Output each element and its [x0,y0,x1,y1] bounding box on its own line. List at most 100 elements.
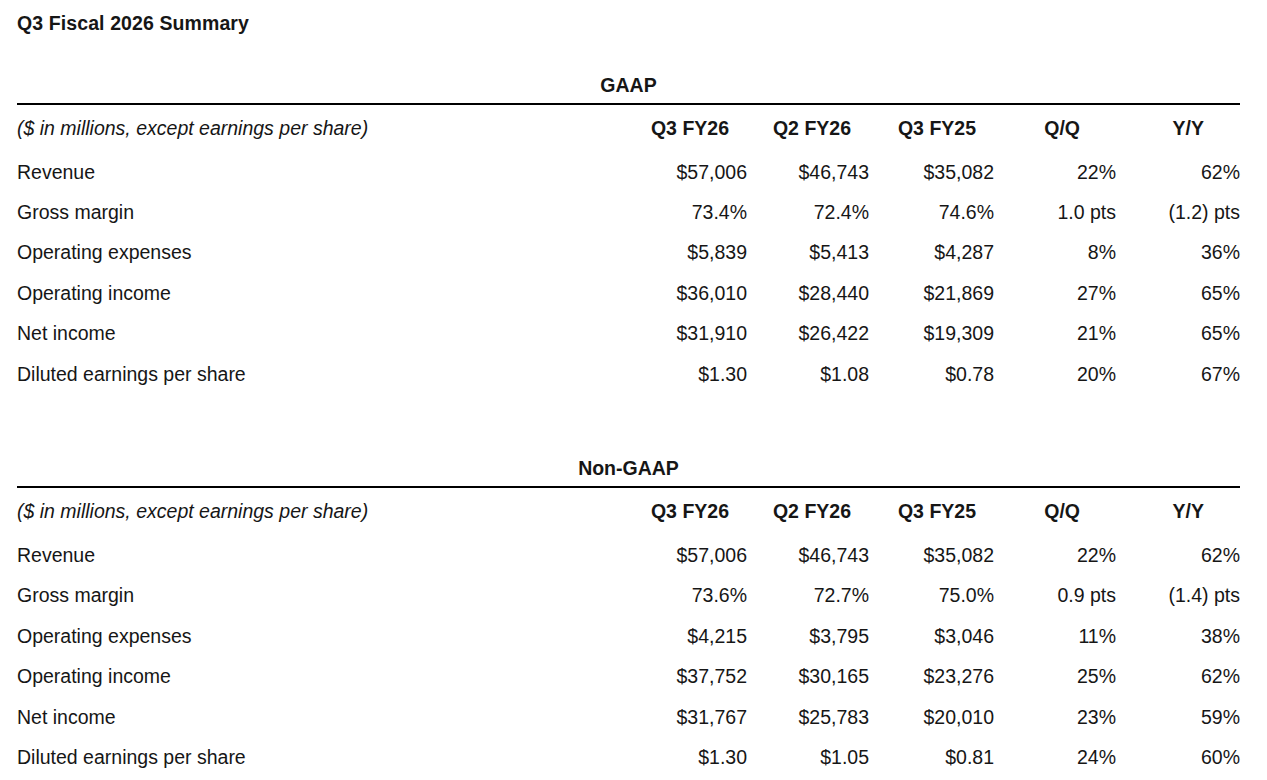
value-cell: $57,006 [567,535,747,575]
page-title: Q3 Fiscal 2026 Summary [17,12,1240,34]
non-gaap-section: Non-GAAP ($ in millions, except earnings… [17,458,1240,777]
value-cell: 59% [1116,697,1240,737]
table-row: Gross margin 73.6% 72.7% 75.0% 0.9 pts (… [17,576,1240,616]
non-gaap-header-row: ($ in millions, except earnings per shar… [17,487,1240,535]
value-cell: 1.0 pts [994,192,1116,232]
value-cell: 72.4% [747,192,869,232]
table-row: Diluted earnings per share $1.30 $1.05 $… [17,737,1240,777]
value-cell: $19,309 [869,314,994,354]
row-label: Revenue [17,152,567,192]
summary-page: Q3 Fiscal 2026 Summary GAAP ($ in millio… [0,0,1267,778]
col-header-qq: Q/Q [994,104,1116,152]
value-cell: $23,276 [869,657,994,697]
value-cell: 21% [994,314,1116,354]
value-cell: 8% [994,233,1116,273]
value-cell: $28,440 [747,273,869,313]
col-header-q2fy26: Q2 FY26 [747,487,869,535]
value-cell: 72.7% [747,576,869,616]
value-cell: 62% [1116,152,1240,192]
row-label: Revenue [17,535,567,575]
value-cell: 25% [994,657,1116,697]
value-cell: 60% [1116,737,1240,777]
value-cell: 73.6% [567,576,747,616]
col-header-q3fy25: Q3 FY25 [869,487,994,535]
value-cell: $0.81 [869,737,994,777]
value-cell: 74.6% [869,192,994,232]
value-cell: $46,743 [747,535,869,575]
value-cell: 73.4% [567,192,747,232]
value-cell: $35,082 [869,152,994,192]
value-cell: $30,165 [747,657,869,697]
value-cell: $0.78 [869,354,994,394]
col-header-yy: Y/Y [1116,104,1240,152]
unit-note: ($ in millions, except earnings per shar… [17,487,567,535]
gaap-section-title: GAAP [17,75,1240,95]
value-cell: $4,287 [869,233,994,273]
value-cell: 27% [994,273,1116,313]
row-label: Diluted earnings per share [17,737,567,777]
value-cell: $35,082 [869,535,994,575]
row-label: Operating income [17,273,567,313]
non-gaap-section-title: Non-GAAP [17,458,1240,478]
value-cell: $31,910 [567,314,747,354]
table-row: Revenue $57,006 $46,743 $35,082 22% 62% [17,152,1240,192]
table-row: Operating income $36,010 $28,440 $21,869… [17,273,1240,313]
row-label: Operating expenses [17,233,567,273]
gaap-section: GAAP ($ in millions, except earnings per… [17,75,1240,394]
table-row: Net income $31,910 $26,422 $19,309 21% 6… [17,314,1240,354]
value-cell: 65% [1116,314,1240,354]
row-label: Diluted earnings per share [17,354,567,394]
value-cell: 22% [994,152,1116,192]
value-cell: $26,422 [747,314,869,354]
unit-note: ($ in millions, except earnings per shar… [17,104,567,152]
value-cell: 62% [1116,535,1240,575]
value-cell: $3,795 [747,616,869,656]
row-label: Gross margin [17,576,567,616]
value-cell: $4,215 [567,616,747,656]
value-cell: 23% [994,697,1116,737]
value-cell: 20% [994,354,1116,394]
row-label: Operating expenses [17,616,567,656]
table-row: Revenue $57,006 $46,743 $35,082 22% 62% [17,535,1240,575]
col-header-qq: Q/Q [994,487,1116,535]
value-cell: (1.4) pts [1116,576,1240,616]
value-cell: $3,046 [869,616,994,656]
value-cell: 0.9 pts [994,576,1116,616]
col-header-q3fy26: Q3 FY26 [567,104,747,152]
table-row: Diluted earnings per share $1.30 $1.08 $… [17,354,1240,394]
value-cell: $1.05 [747,737,869,777]
row-label: Net income [17,314,567,354]
value-cell: $36,010 [567,273,747,313]
value-cell: $21,869 [869,273,994,313]
table-row: Operating expenses $5,839 $5,413 $4,287 … [17,233,1240,273]
col-header-q2fy26: Q2 FY26 [747,104,869,152]
value-cell: 67% [1116,354,1240,394]
gaap-header-row: ($ in millions, except earnings per shar… [17,104,1240,152]
value-cell: 62% [1116,657,1240,697]
col-header-yy: Y/Y [1116,487,1240,535]
table-row: Gross margin 73.4% 72.4% 74.6% 1.0 pts (… [17,192,1240,232]
value-cell: 36% [1116,233,1240,273]
row-label: Operating income [17,657,567,697]
value-cell: $25,783 [747,697,869,737]
value-cell: 75.0% [869,576,994,616]
table-row: Net income $31,767 $25,783 $20,010 23% 5… [17,697,1240,737]
table-row: Operating income $37,752 $30,165 $23,276… [17,657,1240,697]
value-cell: $46,743 [747,152,869,192]
value-cell: $1.30 [567,737,747,777]
value-cell: 65% [1116,273,1240,313]
value-cell: 38% [1116,616,1240,656]
value-cell: $1.30 [567,354,747,394]
value-cell: 11% [994,616,1116,656]
gaap-table: ($ in millions, except earnings per shar… [17,103,1240,394]
value-cell: $31,767 [567,697,747,737]
value-cell: 24% [994,737,1116,777]
value-cell: $20,010 [869,697,994,737]
value-cell: $5,839 [567,233,747,273]
value-cell: (1.2) pts [1116,192,1240,232]
value-cell: 22% [994,535,1116,575]
value-cell: $57,006 [567,152,747,192]
value-cell: $1.08 [747,354,869,394]
col-header-q3fy26: Q3 FY26 [567,487,747,535]
value-cell: $5,413 [747,233,869,273]
